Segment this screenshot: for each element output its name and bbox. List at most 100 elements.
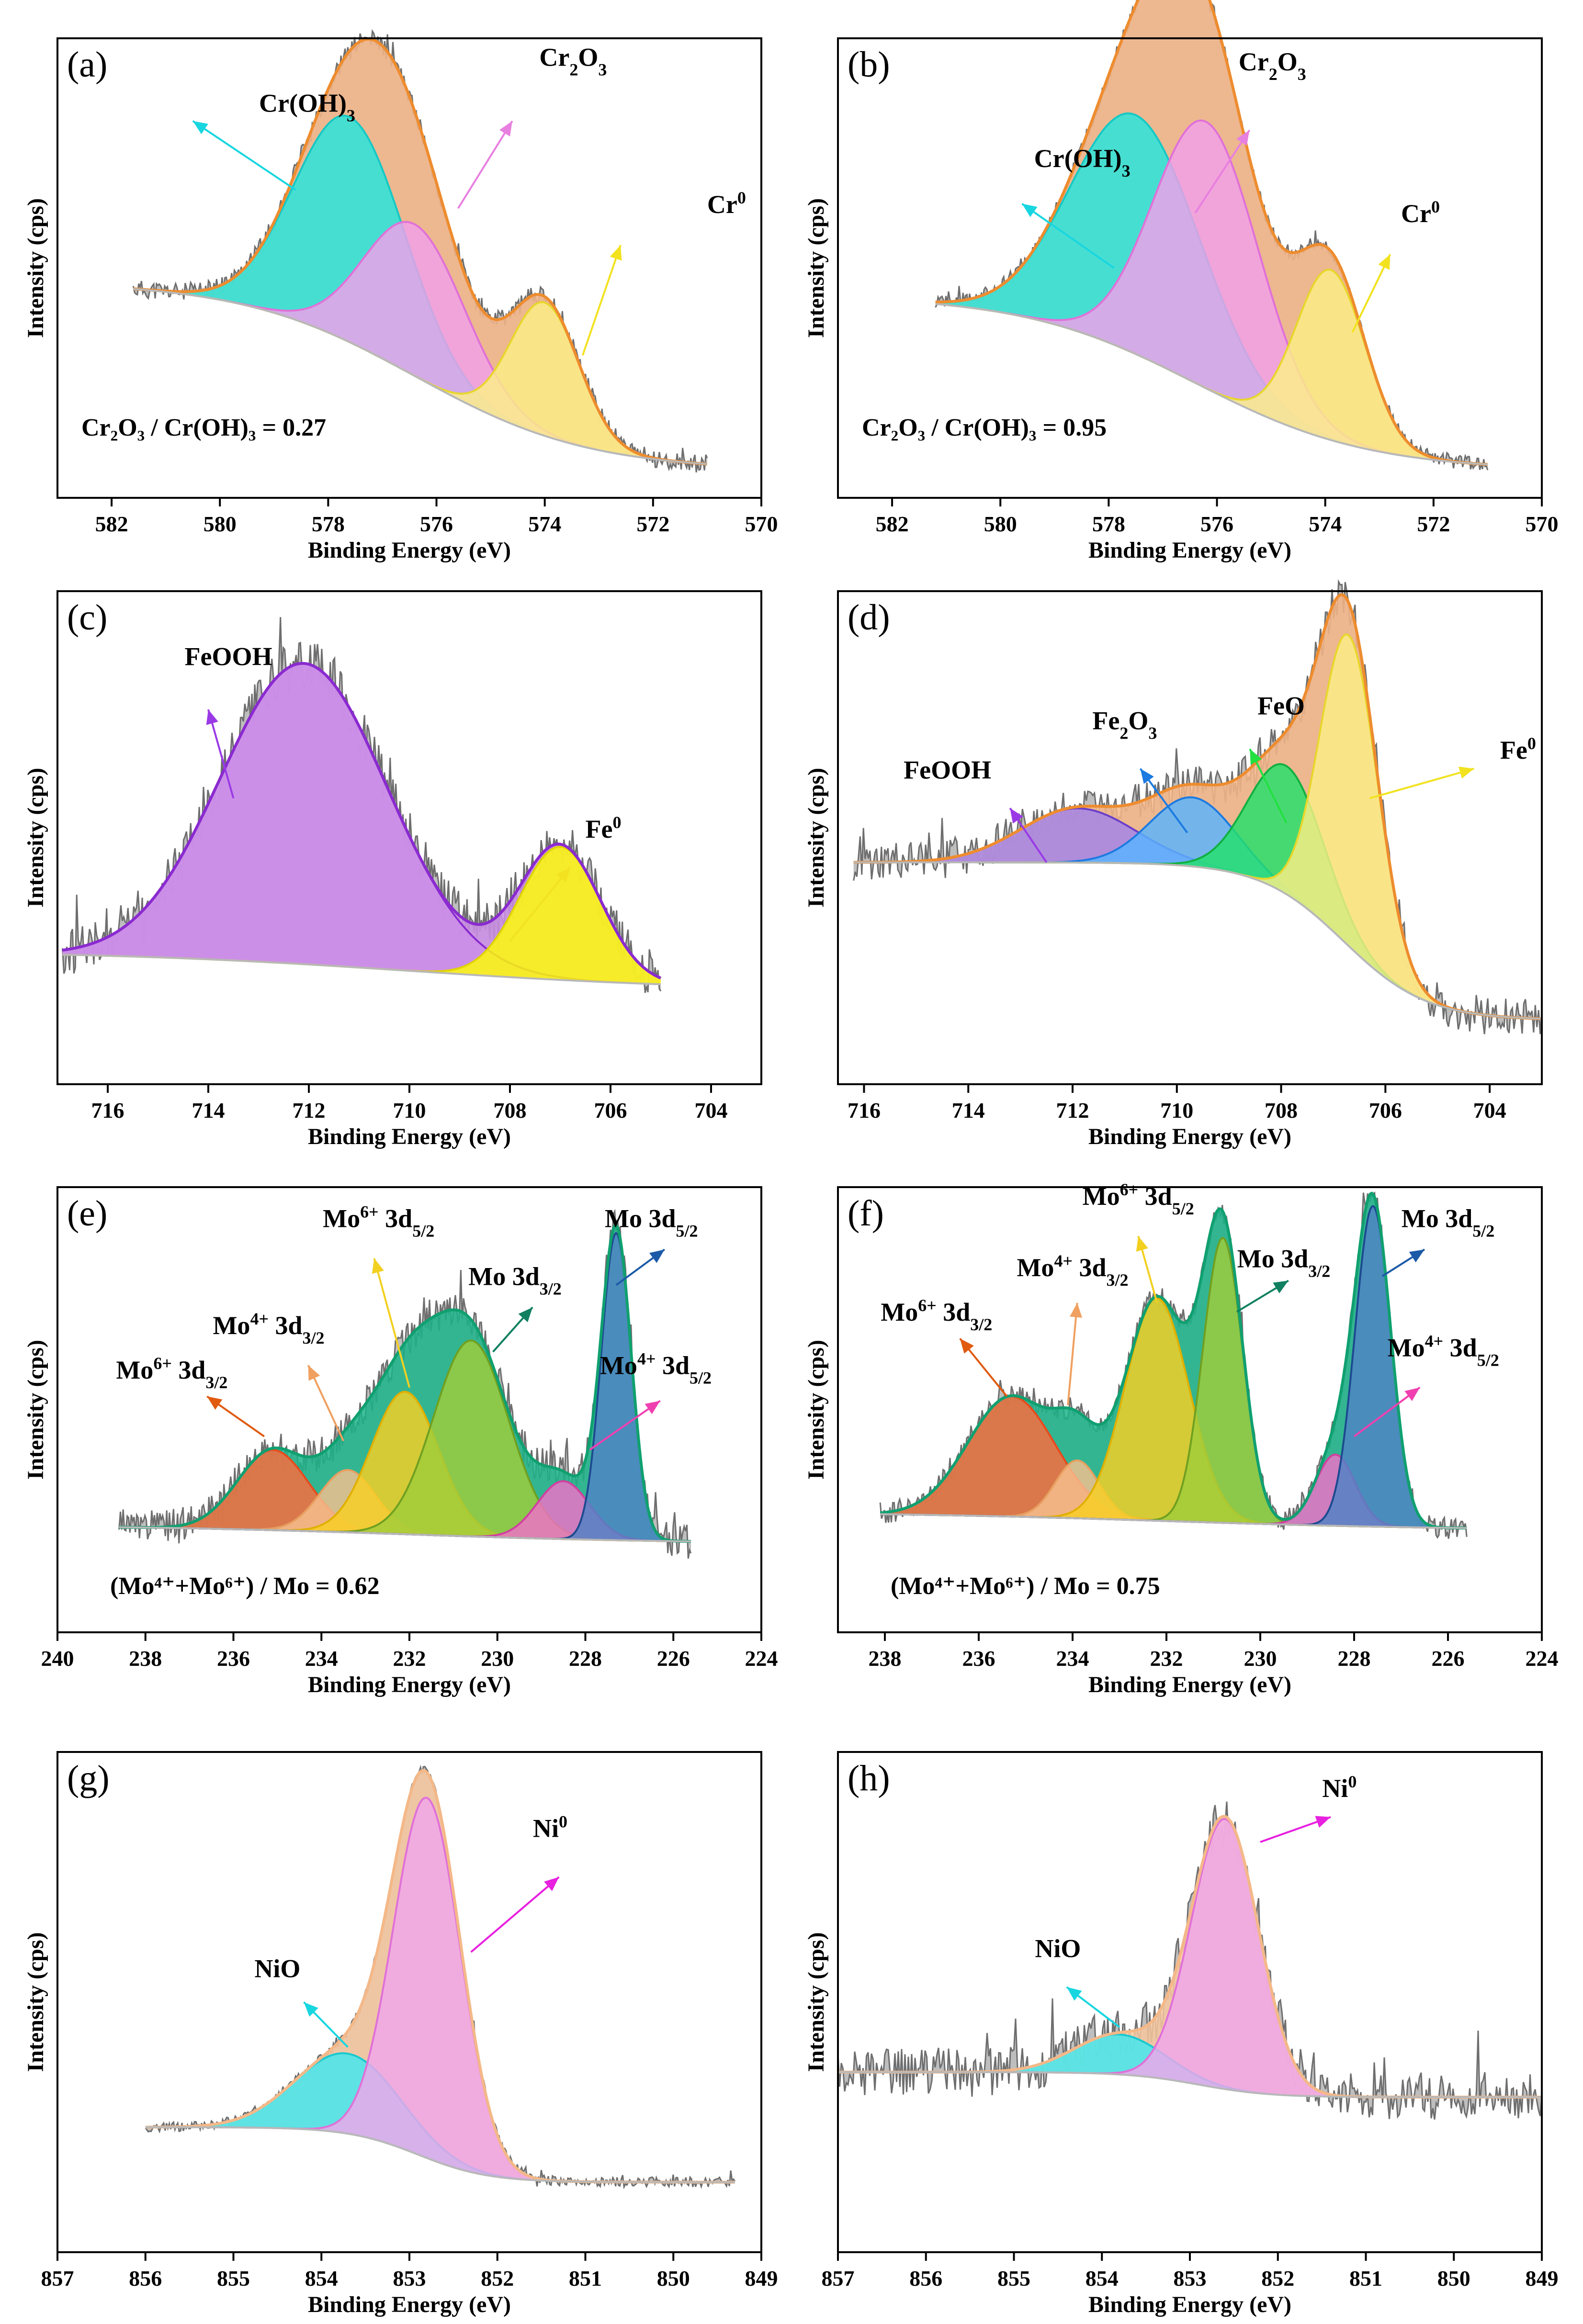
- x-tick-label: 712: [293, 1098, 326, 1123]
- x-tick-label: 232: [393, 1646, 426, 1671]
- x-axis-title: Binding Energy (eV): [308, 1124, 511, 1149]
- panel-tag: (h): [848, 1758, 890, 1798]
- peak-label: Mo4+ 3d3/2: [213, 1309, 324, 1347]
- x-tick-label: 857: [41, 2266, 74, 2290]
- panel-tag: (e): [67, 1193, 107, 1234]
- peak-label: Mo 3d3/2: [468, 1262, 562, 1299]
- peak-label: Cr0: [1401, 197, 1440, 228]
- peak-annotation: Mo 3d5/2: [605, 1204, 698, 1286]
- x-tick-label: 574: [528, 512, 561, 536]
- x-axis-title: Binding Energy (eV): [1088, 538, 1291, 563]
- annotation-arrow-head: [649, 1249, 665, 1263]
- ratio-annotation: Cr₂O₃ / Cr(OH)₃ = 0.95: [862, 414, 1107, 441]
- panel-tag: (a): [67, 45, 107, 85]
- annotation-arrow-line: [1194, 129, 1251, 213]
- panel-tag: (c): [67, 597, 107, 638]
- peak-label: Mo4+ 3d5/2: [600, 1349, 712, 1388]
- x-tick-label: 226: [657, 1646, 690, 1671]
- annotation-arrow-head: [499, 121, 512, 137]
- x-tick-label: 574: [1309, 512, 1342, 536]
- peak-label: Fe2O3: [1092, 706, 1157, 742]
- peak-label: NiO: [1035, 1934, 1081, 1963]
- x-tick-label: 572: [636, 512, 669, 536]
- annotation-arrow-head: [1022, 203, 1038, 217]
- x-tick-label: 716: [91, 1098, 124, 1123]
- annotation-arrow-head: [1459, 766, 1474, 779]
- annotation-arrow-head: [1070, 1302, 1083, 1318]
- peak-label: Mo 3d5/2: [605, 1204, 698, 1241]
- peak-label: NiO: [254, 1954, 300, 1983]
- peak-annotation: Ni0: [470, 1812, 567, 1953]
- x-tick-label: 706: [1369, 1098, 1402, 1123]
- peak-annotation: Mo6+ 3d5/2: [323, 1202, 434, 1388]
- background-baseline: [145, 2126, 735, 2183]
- component-peak-mo-3d5-2: [880, 1206, 1467, 1528]
- x-axis-title: Binding Energy (eV): [308, 538, 511, 563]
- annotation-arrow-head: [1066, 1987, 1082, 2001]
- peak-annotation: FeO: [1249, 692, 1305, 823]
- annotation-arrow-head: [544, 1877, 559, 1891]
- panel-tag: (b): [848, 45, 890, 85]
- x-tick-label: 855: [997, 2266, 1030, 2290]
- component-peak-feooh: [853, 808, 1542, 1019]
- peak-label: Mo6+ 3d5/2: [1083, 1180, 1194, 1218]
- peak-annotation: Cr2O3: [457, 43, 607, 209]
- y-axis-title: Intensity (cps): [803, 198, 829, 338]
- background-baseline: [62, 954, 661, 986]
- x-tick-label: 228: [569, 1646, 602, 1671]
- annotation-arrow-head: [1378, 254, 1391, 270]
- peak-annotation: Cr(OH)3: [192, 89, 355, 191]
- peak-annotation: Ni0: [1260, 1772, 1357, 1843]
- x-tick-label: 849: [1526, 2266, 1559, 2290]
- x-tick-label: 712: [1056, 1098, 1089, 1123]
- peak-annotation: FeOOH: [185, 642, 272, 799]
- y-axis-title: Intensity (cps): [23, 1932, 48, 2072]
- panel-tag: (g): [67, 1758, 110, 1798]
- peak-label: Cr(OH)3: [1034, 144, 1131, 180]
- y-axis-title: Intensity (cps): [23, 1340, 48, 1480]
- x-axis-title: Binding Energy (eV): [308, 2292, 511, 2317]
- component-peak-cr0: [133, 289, 707, 464]
- x-tick-label: 855: [217, 2266, 250, 2290]
- x-tick-label: 852: [481, 2266, 514, 2290]
- peak-label: Cr(OH)3: [259, 89, 355, 125]
- x-tick-label: 572: [1417, 512, 1450, 536]
- component-peak-mo-3d5-2: [119, 1233, 691, 1542]
- plot-frame: [837, 590, 1543, 1085]
- x-tick-label: 230: [1244, 1646, 1277, 1671]
- peak-label: Ni0: [1322, 1772, 1357, 1803]
- component-peak-fe0: [62, 847, 661, 985]
- peak-annotation: Mo 3d5/2: [1381, 1204, 1495, 1277]
- envelope-line: [853, 593, 1542, 1021]
- peak-label: Cr0: [707, 188, 746, 219]
- envelope-line: [880, 1191, 1467, 1530]
- peak-label: Mo4+ 3d3/2: [1017, 1251, 1128, 1290]
- ratio-annotation: Cr₂O₃ / Cr(OH)₃ = 0.27: [81, 414, 326, 441]
- peak-annotation: Mo4+ 3d3/2: [213, 1309, 345, 1441]
- x-axis-title: Binding Energy (eV): [1088, 1672, 1291, 1697]
- x-tick-label: 856: [129, 2266, 162, 2290]
- background-baseline: [133, 288, 708, 465]
- y-axis-title: Intensity (cps): [803, 1932, 829, 2072]
- peak-annotation: Mo6+ 3d5/2: [1083, 1180, 1194, 1303]
- background-baseline: [853, 861, 1542, 1020]
- component-peak-ni0: [145, 1797, 735, 2182]
- peak-label: Cr2O3: [1239, 47, 1306, 84]
- component-peak-ni0: [838, 1819, 1542, 2097]
- x-tick-label: 578: [1092, 512, 1125, 536]
- x-tick-label: 857: [822, 2266, 855, 2290]
- annotation-arrow-line: [373, 1258, 410, 1388]
- peak-label: Mo 3d5/2: [1402, 1204, 1495, 1241]
- x-tick-label: 576: [420, 512, 453, 536]
- component-peak-mo-3d3-2: [119, 1340, 691, 1542]
- annotation-arrow-head: [1315, 1816, 1331, 1828]
- x-tick-label: 580: [204, 512, 237, 536]
- xps-panel-b: 582 580 578 576 574 572 570 Binding Energy (eV)…: [803, 0, 1559, 563]
- panel-tag: (f): [848, 1193, 884, 1234]
- xps-panel-c: 716 714 712 710 708 706 704 Binding Energy (eV)…: [23, 590, 762, 1149]
- annotation-arrow-line: [581, 245, 622, 356]
- peak-annotation: Fe2O3: [1092, 706, 1188, 833]
- x-tick-label: 224: [1526, 1646, 1559, 1671]
- x-tick-label: 704: [695, 1098, 728, 1123]
- x-tick-label: 236: [217, 1646, 250, 1671]
